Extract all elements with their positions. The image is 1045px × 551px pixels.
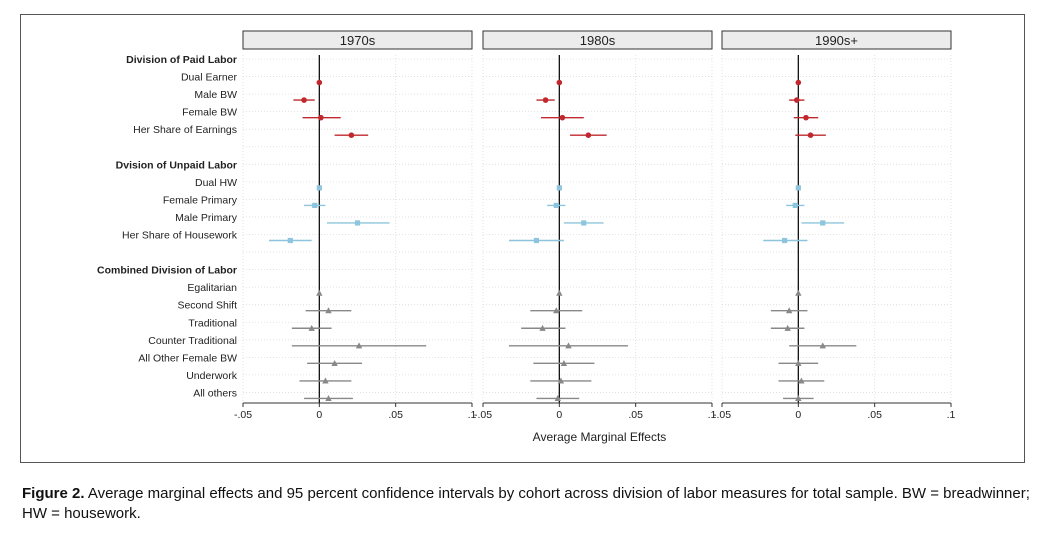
point-estimate — [784, 324, 791, 331]
point-estimate — [798, 377, 805, 384]
panel-title: 1970s — [340, 33, 376, 48]
point-estimate — [553, 202, 559, 208]
x-tick-label: .1 — [947, 409, 956, 421]
x-tick-label: -.05 — [234, 409, 252, 421]
point-estimate — [820, 220, 826, 226]
point-estimate — [557, 377, 565, 384]
row-label: Male BW — [194, 89, 237, 101]
point-estimate — [795, 289, 802, 296]
x-tick-label: 0 — [556, 409, 562, 421]
point-estimate — [316, 79, 323, 86]
row-label: Second Shift — [177, 300, 237, 312]
point-estimate — [556, 185, 562, 191]
row-label: Dual HW — [195, 177, 237, 189]
row-label: Female BW — [182, 107, 237, 119]
point-estimate — [556, 289, 563, 296]
point-estimate — [308, 324, 315, 331]
point-estimate — [781, 237, 788, 244]
panel-header — [721, 30, 952, 50]
point-estimate — [316, 185, 322, 191]
point-estimate — [794, 97, 800, 103]
point-estimate — [325, 395, 332, 402]
point-estimate — [792, 202, 798, 208]
point-estimate — [301, 97, 307, 103]
row-label: Female Primary — [163, 194, 238, 206]
panel-title: 1990s+ — [815, 33, 858, 48]
point-estimate — [312, 202, 318, 208]
row-label: Traditional — [188, 317, 237, 329]
x-axis-title: Average Marginal Effects — [533, 430, 667, 444]
panel-header — [242, 30, 473, 50]
point-estimate — [556, 79, 563, 86]
point-estimate — [795, 395, 802, 402]
row-label: Dual Earner — [181, 72, 238, 84]
point-estimate — [354, 220, 361, 226]
panel-header — [482, 30, 713, 50]
point-estimate — [542, 97, 549, 103]
caption-text: Average marginal effects and 95 percent … — [22, 485, 1030, 522]
coefficient-chart: Division of Paid Labor Dual Earner Male BW… — [97, 30, 956, 444]
row-label: Underwork — [186, 370, 238, 382]
point-estimate — [585, 132, 592, 138]
x-tick-label: .1 — [708, 409, 717, 421]
x-tick-label: .05 — [628, 409, 643, 421]
point-estimate — [331, 359, 338, 366]
point-estimate — [795, 359, 802, 366]
group-title: Combined Division of Labor — [97, 265, 237, 277]
x-tick-label: 0 — [795, 409, 801, 421]
group-title: Dvision of Unpaid Labor — [116, 159, 237, 171]
x-tick-label: .05 — [867, 409, 882, 421]
point-estimate — [559, 114, 566, 121]
row-label: Egalitarian — [187, 282, 237, 294]
point-estimate — [581, 220, 587, 226]
group-title: Division of Paid Labor — [126, 54, 237, 66]
row-label: All others — [193, 387, 237, 399]
x-tick-label: -.05 — [474, 409, 492, 421]
point-estimate — [560, 359, 568, 366]
point-estimate — [348, 132, 355, 138]
point-estimate — [287, 237, 293, 244]
row-label: Counter Traditional — [148, 335, 237, 347]
point-estimate — [795, 79, 802, 86]
point-estimate — [565, 342, 572, 349]
row-label: Male Primary — [175, 212, 238, 224]
x-tick-label: 0 — [316, 409, 322, 421]
point-estimate — [355, 342, 363, 349]
panel-title: 1980s — [580, 33, 616, 48]
point-estimate — [819, 342, 826, 349]
point-estimate — [325, 307, 332, 314]
x-tick-label: -.05 — [713, 409, 731, 421]
figure-frame: Division of Paid Labor Dual Earner Male BW… — [20, 14, 1025, 463]
point-estimate — [785, 307, 793, 314]
row-label: Her Share of Earnings — [133, 124, 237, 136]
point-estimate — [539, 324, 546, 331]
point-estimate — [533, 237, 540, 244]
point-estimate — [553, 307, 560, 314]
row-label: All Other Female BW — [138, 352, 237, 364]
point-estimate — [803, 114, 809, 121]
point-estimate — [807, 132, 814, 138]
caption-label: Figure 2. — [22, 485, 85, 502]
x-tick-label: .1 — [468, 409, 477, 421]
point-estimate — [554, 395, 562, 402]
x-tick-label: .05 — [388, 409, 403, 421]
point-estimate — [795, 185, 801, 191]
point-estimate — [316, 289, 323, 296]
row-label: Her Share of Housework — [122, 230, 238, 242]
figure-caption: Figure 2. Average marginal effects and 9… — [22, 484, 1032, 524]
point-estimate — [318, 114, 324, 121]
point-estimate — [322, 377, 329, 384]
